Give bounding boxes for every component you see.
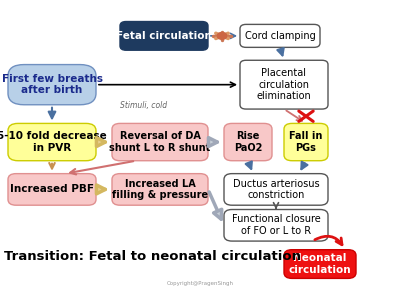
FancyBboxPatch shape bbox=[240, 24, 320, 47]
Text: Neonatal
circulation: Neonatal circulation bbox=[289, 253, 351, 275]
Text: Cord clamping: Cord clamping bbox=[245, 31, 315, 41]
FancyBboxPatch shape bbox=[8, 65, 96, 105]
FancyBboxPatch shape bbox=[8, 123, 96, 161]
Text: Copyright@PragenSingh: Copyright@PragenSingh bbox=[166, 281, 234, 286]
Text: Fetal circulation: Fetal circulation bbox=[116, 31, 212, 41]
Text: Transition: Fetal to neonatal circulation: Transition: Fetal to neonatal circulatio… bbox=[4, 250, 301, 263]
FancyBboxPatch shape bbox=[224, 174, 328, 205]
FancyBboxPatch shape bbox=[284, 250, 356, 278]
Text: First few breaths
after birth: First few breaths after birth bbox=[2, 74, 102, 96]
Text: Fall in
PGs: Fall in PGs bbox=[289, 131, 323, 153]
Circle shape bbox=[217, 32, 227, 39]
FancyBboxPatch shape bbox=[8, 174, 96, 205]
FancyBboxPatch shape bbox=[224, 210, 328, 241]
Text: Stimuli, cold: Stimuli, cold bbox=[120, 102, 168, 110]
FancyBboxPatch shape bbox=[224, 123, 272, 161]
Text: Placental
circulation
elimination: Placental circulation elimination bbox=[257, 68, 311, 101]
Text: Increased PBF: Increased PBF bbox=[10, 185, 94, 194]
Text: 5-10 fold decrease
in PVR: 5-10 fold decrease in PVR bbox=[0, 131, 107, 153]
FancyBboxPatch shape bbox=[120, 22, 208, 50]
Text: Reversal of DA
shunt L to R shunt: Reversal of DA shunt L to R shunt bbox=[109, 131, 211, 153]
Text: Functional closure
of FO or L to R: Functional closure of FO or L to R bbox=[232, 214, 320, 236]
FancyBboxPatch shape bbox=[112, 123, 208, 161]
FancyBboxPatch shape bbox=[112, 174, 208, 205]
Text: Increased LA
filling & pressure: Increased LA filling & pressure bbox=[112, 179, 208, 200]
FancyBboxPatch shape bbox=[240, 60, 328, 109]
Text: Ductus arteriosus
constriction: Ductus arteriosus constriction bbox=[233, 179, 319, 200]
FancyBboxPatch shape bbox=[284, 123, 328, 161]
Text: Rise
PaO2: Rise PaO2 bbox=[234, 131, 262, 153]
